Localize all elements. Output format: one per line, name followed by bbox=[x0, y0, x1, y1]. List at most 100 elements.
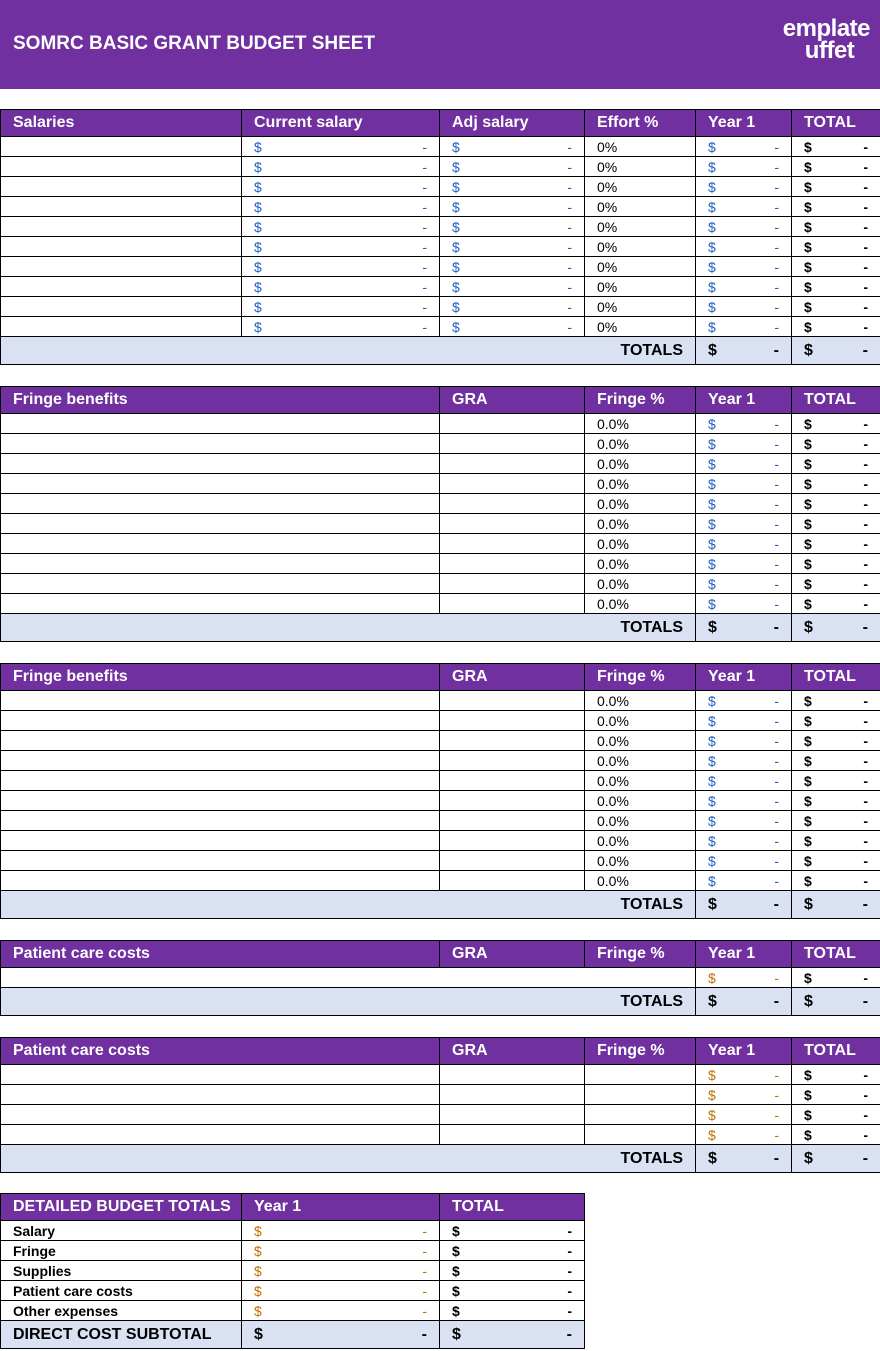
name-cell[interactable] bbox=[0, 750, 440, 771]
fringe-pct-cell[interactable]: 0.0% bbox=[584, 810, 696, 831]
fringe-pct-cell[interactable]: 0.0% bbox=[584, 830, 696, 851]
name-cell[interactable] bbox=[0, 156, 242, 177]
gra-cell[interactable] bbox=[439, 1084, 586, 1105]
year1-cell[interactable]: $ - bbox=[695, 473, 792, 494]
fringe-pct-cell[interactable]: 0.0% bbox=[584, 593, 696, 614]
subtotal-year1[interactable]: $ - bbox=[241, 1320, 440, 1349]
name-cell[interactable] bbox=[0, 690, 440, 711]
adj-salary-cell[interactable]: $ - bbox=[439, 216, 585, 237]
total-cell[interactable]: $ - bbox=[791, 276, 880, 297]
effort-cell[interactable]: 0% bbox=[584, 276, 696, 297]
year1-cell[interactable]: $ - bbox=[241, 1260, 440, 1281]
year1-cell[interactable]: $ - bbox=[695, 810, 792, 831]
name-cell[interactable] bbox=[0, 296, 242, 317]
current-salary-cell[interactable]: $ - bbox=[241, 296, 440, 317]
name-cell[interactable] bbox=[0, 770, 440, 791]
year1-cell[interactable]: $ - bbox=[695, 690, 792, 711]
total-cell[interactable]: $ - bbox=[791, 256, 880, 277]
effort-cell[interactable]: 0% bbox=[584, 316, 696, 337]
name-cell[interactable] bbox=[0, 256, 242, 277]
year1-cell[interactable]: $ - bbox=[695, 236, 792, 257]
total-cell[interactable]: $ - bbox=[791, 1124, 880, 1145]
name-cell[interactable] bbox=[0, 196, 242, 217]
name-cell[interactable] bbox=[0, 850, 440, 871]
total-cell[interactable]: $ - bbox=[791, 593, 880, 614]
name-cell[interactable] bbox=[0, 1084, 441, 1105]
year1-cell[interactable]: $ - bbox=[695, 553, 792, 574]
name-cell[interactable] bbox=[0, 790, 440, 811]
fringe-pct-cell[interactable]: 0.0% bbox=[584, 533, 696, 554]
current-salary-cell[interactable]: $ - bbox=[241, 236, 440, 257]
totals-total[interactable]: $ - bbox=[791, 890, 880, 919]
name-cell[interactable] bbox=[0, 1124, 441, 1145]
current-salary-cell[interactable]: $ - bbox=[241, 176, 440, 197]
total-cell[interactable]: $ - bbox=[791, 453, 880, 474]
effort-cell[interactable]: 0% bbox=[584, 156, 696, 177]
gra-cell[interactable] bbox=[439, 493, 585, 514]
name-cell[interactable] bbox=[0, 553, 440, 574]
current-salary-cell[interactable]: $ - bbox=[241, 316, 440, 337]
year1-cell[interactable]: $ - bbox=[695, 710, 792, 731]
gra-cell[interactable] bbox=[439, 1104, 586, 1125]
year1-cell[interactable]: $ - bbox=[695, 1064, 793, 1085]
total-cell[interactable]: $ - bbox=[439, 1280, 585, 1301]
adj-salary-cell[interactable]: $ - bbox=[439, 236, 585, 257]
total-cell[interactable]: $ - bbox=[791, 553, 880, 574]
effort-cell[interactable]: 0% bbox=[584, 296, 696, 317]
total-cell[interactable]: $ - bbox=[791, 710, 880, 731]
gra-cell[interactable] bbox=[439, 750, 585, 771]
year1-cell[interactable]: $ - bbox=[695, 870, 792, 891]
adj-salary-cell[interactable]: $ - bbox=[439, 296, 585, 317]
total-cell[interactable]: $ - bbox=[791, 1084, 880, 1105]
fringe-pct-cell[interactable]: 0.0% bbox=[584, 790, 696, 811]
year1-cell[interactable]: $ - bbox=[695, 850, 792, 871]
gra-cell[interactable] bbox=[439, 810, 585, 831]
total-cell[interactable]: $ - bbox=[791, 216, 880, 237]
total-cell[interactable]: $ - bbox=[791, 770, 880, 791]
year1-cell[interactable]: $ - bbox=[695, 453, 792, 474]
total-cell[interactable]: $ - bbox=[791, 1104, 880, 1125]
total-cell[interactable]: $ - bbox=[791, 870, 880, 891]
name-cell[interactable] bbox=[0, 453, 440, 474]
total-cell[interactable]: $ - bbox=[791, 136, 880, 157]
adj-salary-cell[interactable]: $ - bbox=[439, 136, 585, 157]
total-cell[interactable]: $ - bbox=[791, 316, 880, 337]
year1-cell[interactable]: $ - bbox=[695, 316, 792, 337]
effort-cell[interactable]: 0% bbox=[584, 216, 696, 237]
fringe-pct-cell[interactable]: 0.0% bbox=[584, 473, 696, 494]
fringe-pct-cell[interactable] bbox=[584, 1084, 697, 1105]
year1-cell[interactable]: $ - bbox=[695, 176, 792, 197]
year1-cell[interactable]: $ - bbox=[695, 256, 792, 277]
fringe-pct-cell[interactable]: 0.0% bbox=[584, 690, 696, 711]
year1-cell[interactable]: $ - bbox=[695, 730, 792, 751]
total-cell[interactable]: $ - bbox=[791, 690, 880, 711]
total-cell[interactable]: $ - bbox=[791, 156, 880, 177]
totals-year1[interactable]: $ - bbox=[695, 890, 792, 919]
gra-cell[interactable] bbox=[439, 473, 585, 494]
total-cell[interactable]: $ - bbox=[791, 1064, 880, 1085]
name-cell[interactable] bbox=[0, 830, 440, 851]
gra-cell[interactable] bbox=[439, 790, 585, 811]
name-cell[interactable] bbox=[0, 513, 440, 534]
gra-cell[interactable] bbox=[439, 453, 585, 474]
current-salary-cell[interactable]: $ - bbox=[241, 196, 440, 217]
name-cell[interactable] bbox=[0, 216, 242, 237]
gra-cell[interactable] bbox=[439, 730, 585, 751]
gra-cell[interactable] bbox=[439, 593, 585, 614]
current-salary-cell[interactable]: $ - bbox=[241, 256, 440, 277]
year1-cell[interactable]: $ - bbox=[241, 1300, 440, 1321]
name-cell[interactable] bbox=[0, 1104, 441, 1125]
fringe-pct-cell[interactable] bbox=[584, 1124, 697, 1145]
fringe-pct-cell[interactable]: 0.0% bbox=[584, 850, 696, 871]
gra-cell[interactable] bbox=[439, 830, 585, 851]
current-salary-cell[interactable]: $ - bbox=[241, 216, 440, 237]
fringe-pct-cell[interactable]: 0.0% bbox=[584, 453, 696, 474]
gra-cell[interactable] bbox=[439, 553, 585, 574]
gra-cell[interactable] bbox=[439, 1064, 586, 1085]
year1-cell[interactable]: $ - bbox=[695, 593, 792, 614]
gra-cell[interactable] bbox=[439, 573, 585, 594]
fringe-pct-cell[interactable]: 0.0% bbox=[584, 870, 696, 891]
fringe-pct-cell[interactable]: 0.0% bbox=[584, 493, 696, 514]
total-cell[interactable]: $ - bbox=[791, 533, 880, 554]
total-cell[interactable]: $ - bbox=[791, 493, 880, 514]
